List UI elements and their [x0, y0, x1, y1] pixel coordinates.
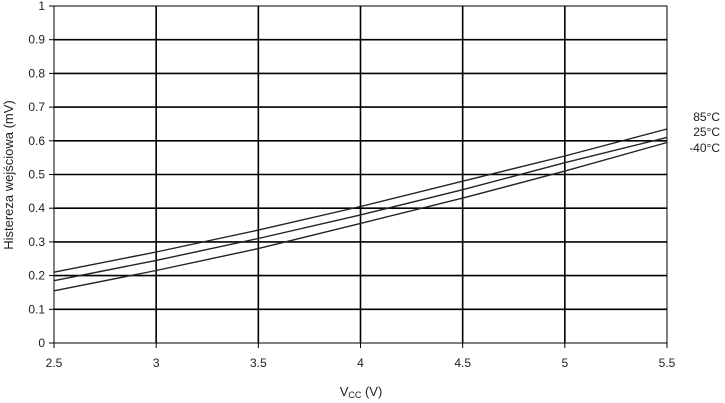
legend: 85°C25°C -40°C [689, 110, 720, 155]
y-tick-label: 0.1 [28, 302, 45, 316]
y-axis-label: Histereza wejściowa (mV) [1, 100, 16, 250]
y-tick-labels: 0 0.1 0.2 0.3 0.4 0.5 0.6 0.7 0.8 0.9 1 [28, 0, 54, 350]
legend-entry: 25°C [693, 125, 720, 139]
y-tick-label: 0.7 [28, 100, 45, 114]
series-line-0 [53, 128, 668, 273]
legend-entry: -40°C [689, 141, 720, 155]
x-axis-label-subscript: CC [348, 390, 361, 400]
y-tick-label: 0 [38, 336, 45, 350]
y-tick-label: 0.8 [28, 66, 45, 80]
x-tick-label: 4 [357, 356, 364, 370]
series-lines [53, 128, 668, 292]
x-tick-label: 3 [153, 356, 160, 370]
series-line-1 [53, 136, 668, 282]
y-tick-label: 0.3 [28, 235, 45, 249]
x-axis-label: VCC (V) [340, 384, 383, 400]
y-tick-label: 0.2 [28, 269, 45, 283]
x-tick-label: 2.5 [46, 356, 63, 370]
x-tick-label: 5 [561, 356, 568, 370]
x-tick-label: 4.5 [454, 356, 471, 370]
y-tick-label: 1 [38, 0, 45, 13]
y-tick-label: 0.9 [28, 33, 45, 47]
grid [54, 6, 667, 343]
y-tick-label: 0.4 [28, 201, 45, 215]
y-tick-label: 0.6 [28, 134, 45, 148]
x-tick-label: 5.5 [659, 356, 676, 370]
x-axis-label-main: V [340, 384, 349, 399]
series-line-2 [53, 141, 668, 292]
y-tick-label: 0.5 [28, 168, 45, 182]
x-axis-label-unit: (V) [361, 384, 382, 399]
legend-entry: 85°C [693, 110, 720, 124]
x-tick-labels: 2.5 3 3.5 4 4.5 5 5.5 [46, 343, 676, 370]
x-tick-label: 3.5 [250, 356, 267, 370]
